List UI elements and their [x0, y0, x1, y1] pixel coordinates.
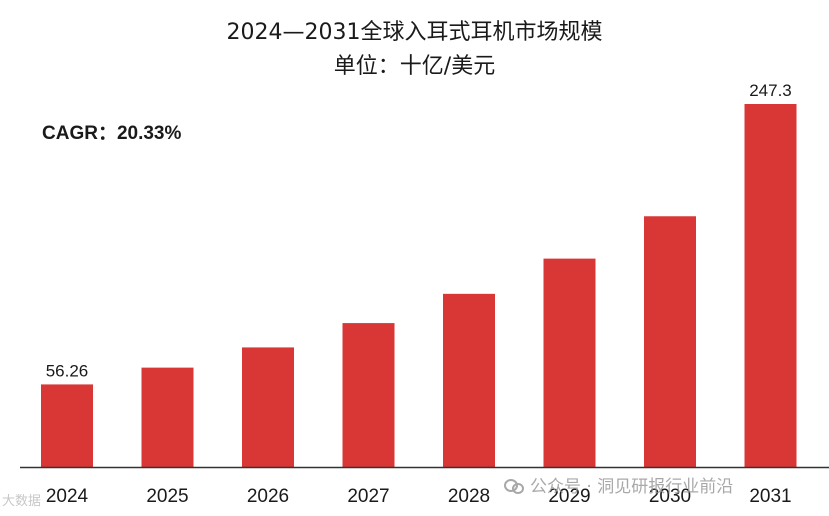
bar-2025 [141, 367, 194, 467]
x-tick-label-2027: 2027 [347, 486, 389, 507]
cagr-annotation: CAGR：20.33% [42, 123, 182, 144]
wechat-icon [504, 477, 524, 494]
data-label-2024: 56.26 [46, 361, 89, 380]
data-label-2031: 247.3 [749, 81, 792, 100]
x-tick-label-2026: 2026 [247, 486, 289, 507]
bar-2027 [342, 323, 395, 467]
x-tick-label-2028: 2028 [448, 486, 490, 507]
x-tick-label-2031: 2031 [749, 486, 791, 507]
bar-2026 [242, 347, 294, 467]
watermark: 公众号 · 洞见研报行业前沿 [504, 472, 733, 497]
watermark-left: 大数据 [2, 494, 42, 509]
x-tick-label-2030: 2030 [649, 486, 691, 507]
bar-2028 [443, 293, 495, 467]
bar-2030 [644, 216, 696, 467]
x-tick-label-2029: 2029 [548, 486, 590, 507]
bar-2024 [41, 384, 93, 467]
watermark-text: 公众号 · 洞见研报行业前沿 [530, 477, 734, 497]
chart-title: 2024—2031全球入耳式耳机市场规模 [226, 20, 603, 45]
x-tick-label-2025: 2025 [146, 486, 188, 507]
bar-2031 [744, 104, 797, 467]
chart-subtitle: 单位：十亿/美元 [333, 54, 496, 79]
x-tick-label-2024: 2024 [46, 486, 89, 507]
bar-2029 [543, 258, 596, 467]
